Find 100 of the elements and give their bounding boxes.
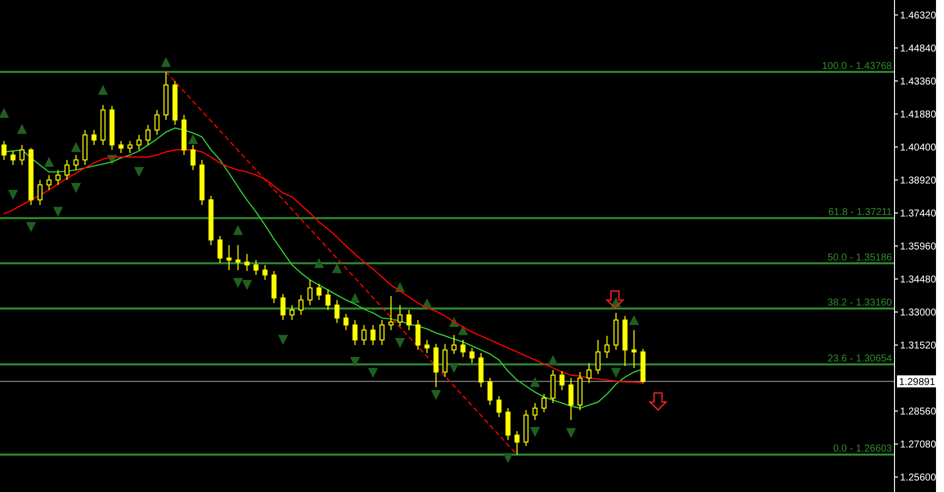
point: [242, 280, 252, 290]
candlestick: [632, 330, 636, 368]
point: [161, 57, 171, 67]
point: [566, 428, 576, 438]
candlestick: [226, 244, 232, 271]
point: [530, 377, 540, 388]
candlestick: [262, 264, 268, 280]
y-tick-label: 1.34480: [900, 274, 937, 286]
candlestick: [10, 150, 16, 166]
text: 1.29891: [899, 376, 936, 388]
candlestick: [406, 310, 412, 331]
candlestick: [20, 144, 24, 166]
point: [0, 108, 9, 118]
candlestick: [604, 335, 610, 358]
point: [17, 124, 27, 134]
point: [395, 338, 405, 348]
candlestick: [64, 159, 70, 180]
point: [98, 84, 108, 95]
candlestick: [218, 235, 222, 264]
y-tick-label: 1.25600: [900, 472, 937, 484]
point: [503, 453, 513, 464]
y-tick-label: 1.37440: [900, 208, 937, 220]
candlestick: [344, 314, 348, 331]
candlestick: [452, 334, 456, 354]
candlestick: [236, 244, 240, 271]
annotation: 23.6 - 1.30654: [828, 353, 892, 364]
candlestick: [442, 343, 448, 378]
point: [350, 356, 360, 367]
candlestick: [416, 320, 420, 350]
candlestick: [280, 293, 286, 321]
candlestick: [560, 370, 564, 391]
candlestick: [244, 254, 250, 272]
point: [233, 278, 243, 288]
point: [278, 334, 288, 345]
point: [629, 315, 639, 326]
candlestick: [298, 294, 304, 316]
point: [350, 292, 360, 303]
annotation: 100.0 - 1.43768: [822, 60, 892, 72]
y-tick-label: 1.44840: [900, 43, 937, 54]
point: [368, 368, 378, 378]
candlestick: [370, 324, 376, 346]
candlestick: [308, 279, 312, 306]
y-tick-label: 1.38920: [900, 175, 937, 186]
y-tick-label: 1.28560: [900, 406, 937, 418]
candlestick: [380, 320, 384, 346]
candlestick: [542, 394, 546, 413]
point: [53, 206, 63, 217]
candlestick: [190, 144, 196, 170]
candlestick: [128, 140, 132, 154]
candlestick: [290, 304, 294, 321]
candlestick: [334, 299, 340, 324]
candlestick: [56, 169, 60, 186]
candlestick: [272, 270, 276, 304]
annotation: 0.0 - 1.26603: [833, 444, 892, 455]
candlestick: [488, 378, 492, 406]
annotation: 50.0 - 1.35186: [828, 252, 892, 264]
point: [8, 190, 18, 200]
candlestick: [326, 289, 330, 311]
annotation: 38.2 - 1.33160: [828, 297, 892, 308]
candlestick: [586, 362, 592, 384]
candlestick: [550, 370, 556, 404]
point: [188, 134, 198, 144]
candlestick: [74, 154, 78, 170]
candlestick: [146, 124, 150, 146]
point: [548, 354, 558, 365]
annotation: 61.8 - 1.37211: [828, 207, 892, 218]
y-tick-label: 1.33000: [900, 308, 937, 319]
candlestick: [388, 295, 394, 331]
y-tick-label: 1.40400: [900, 142, 937, 154]
candlestick: [532, 402, 538, 420]
candlestick: [136, 134, 142, 150]
point: [458, 325, 468, 336]
point: [71, 142, 81, 152]
point: [611, 368, 621, 378]
candlestick: [38, 179, 42, 206]
candlestick: [596, 339, 600, 375]
point: [134, 166, 144, 177]
candlestick: [506, 408, 510, 441]
point: [332, 263, 342, 274]
point: [71, 183, 81, 194]
candlestick: [424, 339, 430, 354]
point: [449, 362, 459, 373]
candlestick: [352, 320, 358, 346]
candlestick: [496, 396, 502, 418]
y-tick-label: 1.27080: [900, 440, 937, 451]
point: [233, 224, 243, 235]
candlestick: [92, 130, 96, 146]
candlestick: [254, 260, 258, 276]
candlestick: [154, 109, 160, 136]
y-tick-label: 1.35960: [900, 242, 937, 252]
y-tick-label: 1.31520: [900, 340, 937, 352]
candlestick: [398, 304, 402, 327]
candlestick: [316, 283, 322, 300]
y-tick-label: 1.43360: [900, 76, 937, 88]
point: [431, 390, 441, 400]
point: [26, 222, 36, 232]
candlestick: [46, 174, 52, 191]
y-tick-label: 1.46320: [900, 10, 937, 22]
point: [44, 156, 54, 167]
point: [314, 258, 324, 268]
